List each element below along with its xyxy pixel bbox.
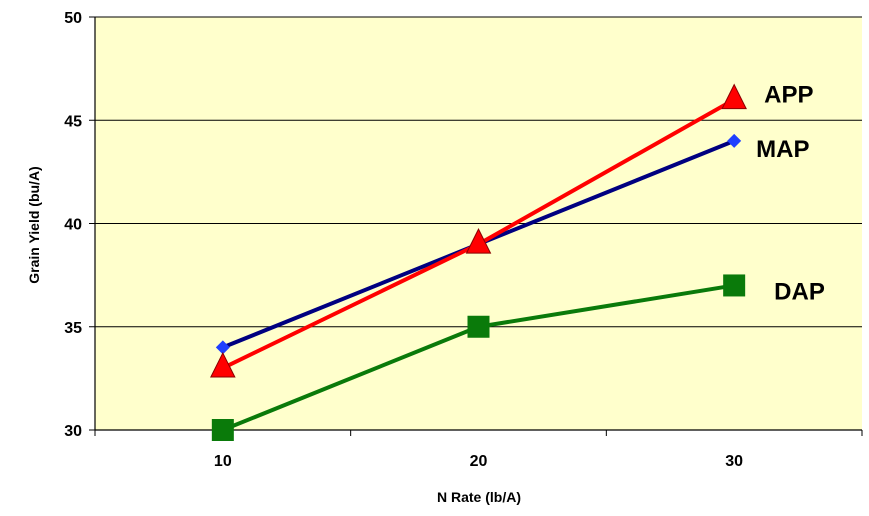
data-point-map: [727, 133, 742, 148]
data-point-app: [721, 83, 747, 110]
data-point-map: [215, 340, 230, 355]
y-tick-label: 30: [64, 423, 82, 440]
data-point-app: [465, 228, 492, 254]
y-tick-label: 40: [64, 217, 82, 234]
y-axis-title: Grain Yield (bu/A): [26, 166, 42, 283]
series-label-map: MAP: [756, 136, 809, 163]
data-point-dap: [467, 315, 490, 338]
data-point-app: [210, 351, 236, 378]
x-tick-label: 10: [214, 453, 232, 470]
series-label-app: APP: [764, 82, 813, 109]
data-point-dap: [723, 274, 746, 297]
data-point-dap: [211, 419, 234, 441]
y-tick-label: 35: [64, 320, 82, 337]
y-tick-label: 45: [64, 113, 82, 130]
x-axis-title: N Rate (lb/A): [437, 489, 521, 505]
x-tick-label: 30: [725, 453, 743, 470]
series-label-dap: DAP: [774, 278, 825, 305]
x-tick-label: 20: [470, 453, 488, 470]
y-tick-label: 50: [64, 10, 82, 27]
